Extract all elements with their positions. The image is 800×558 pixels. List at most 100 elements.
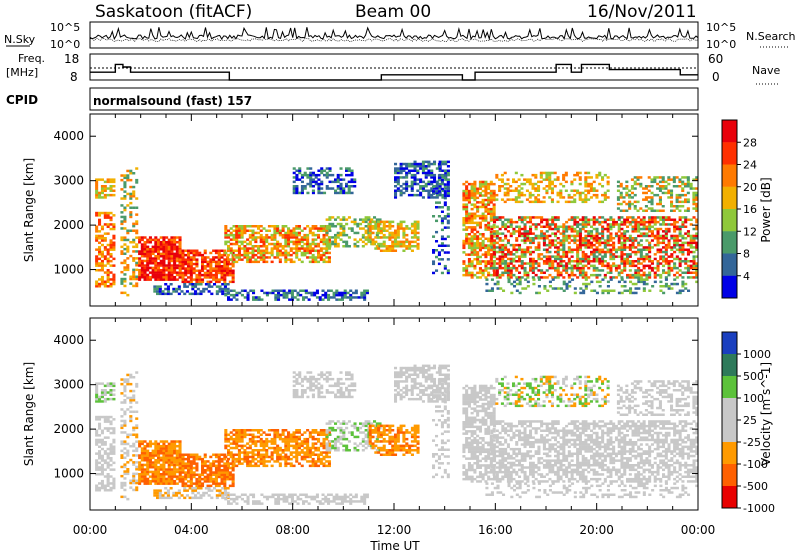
heatmap-cell	[615, 267, 618, 269]
heatmap-cell	[540, 237, 543, 239]
heatmap-cell	[98, 251, 101, 253]
heatmap-cell	[138, 241, 141, 243]
heatmap-cell	[235, 241, 238, 243]
heatmap-cell	[310, 292, 313, 294]
heatmap-cell	[473, 238, 476, 240]
heatmap-cell	[524, 262, 527, 264]
heatmap-cell	[263, 254, 266, 256]
heatmap-cell	[110, 239, 113, 241]
heatmap-cell	[301, 174, 304, 176]
heatmap-cell	[135, 383, 138, 385]
heatmap-cell	[659, 251, 662, 253]
heatmap-cell	[668, 223, 671, 225]
heatmap-cell	[360, 296, 363, 298]
heatmap-cell	[607, 176, 610, 178]
heatmap-cell	[507, 272, 510, 274]
heatmap-cell	[419, 167, 422, 169]
heatmap-cell	[284, 252, 287, 254]
heatmap-cell	[230, 232, 233, 234]
heatmap-cell	[623, 196, 626, 198]
heatmap-cell	[320, 258, 323, 260]
heatmap-cell	[447, 181, 450, 183]
heatmap-cell	[170, 443, 173, 445]
heatmap-cell	[135, 482, 138, 484]
heatmap-cell	[195, 454, 198, 456]
heatmap-cell	[182, 263, 185, 265]
heatmap-cell	[198, 458, 201, 460]
heatmap-cell	[132, 246, 135, 248]
heatmap-cell	[345, 183, 348, 185]
heatmap-cell	[590, 219, 593, 221]
heatmap-cell	[249, 234, 252, 236]
heatmap-cell	[152, 274, 155, 276]
heatmap-cell	[201, 478, 204, 480]
heatmap-cell	[165, 236, 168, 238]
heatmap-cell	[295, 236, 298, 238]
heatmap-cell	[693, 267, 696, 269]
heatmap-cell	[254, 250, 257, 252]
heatmap-cell	[598, 253, 601, 255]
heatmap-cell	[554, 258, 557, 260]
heatmap-cell	[342, 218, 345, 220]
heatmap-cell	[152, 464, 155, 466]
heatmap-cell	[468, 219, 471, 221]
heatmap-cell	[273, 234, 276, 236]
heatmap-cell	[568, 237, 571, 239]
heatmap-cell	[662, 210, 665, 212]
heatmap-cell	[319, 296, 322, 298]
heatmap-cell	[497, 281, 500, 283]
heatmap-cell	[628, 207, 631, 209]
heatmap-cell	[377, 225, 380, 227]
heatmap-cell	[149, 241, 152, 243]
heatmap-cell	[668, 265, 671, 267]
heatmap-cell	[212, 256, 215, 258]
heatmap-cell	[257, 245, 260, 247]
heatmap-cell	[246, 238, 249, 240]
heatmap-cell	[249, 290, 252, 292]
heatmap-cell	[260, 254, 263, 256]
heatmap-cell	[676, 205, 679, 207]
heatmap-cell	[168, 255, 171, 257]
heatmap-cell	[135, 213, 138, 215]
heatmap-cell	[668, 287, 671, 289]
heatmap-cell	[543, 219, 546, 221]
heatmap-cell	[493, 232, 496, 234]
heatmap-cell	[665, 223, 668, 225]
heatmap-cell	[138, 269, 141, 271]
heatmap-cell	[444, 245, 447, 247]
heatmap-cell	[493, 210, 496, 212]
heatmap-cell	[173, 452, 176, 454]
heatmap-cell	[95, 387, 98, 389]
heatmap-cell	[625, 192, 628, 194]
heatmap-cell	[351, 181, 354, 183]
heatmap-cell	[282, 225, 285, 227]
heatmap-cell	[687, 235, 690, 237]
heatmap-cell	[164, 293, 167, 295]
heatmap-cell	[224, 241, 227, 243]
heatmap-cell	[221, 261, 224, 263]
heatmap-cell	[482, 244, 485, 246]
heatmap-cell	[195, 261, 198, 263]
heatmap-cell	[676, 226, 679, 228]
heatmap-cell	[623, 246, 626, 248]
heatmap-cell	[679, 262, 682, 264]
heatmap-cell	[684, 219, 687, 221]
heatmap-cell	[132, 489, 135, 491]
heatmap-cell	[123, 466, 126, 468]
heatmap-cell	[471, 240, 474, 242]
heatmap-cell	[473, 181, 476, 183]
heatmap-cell	[235, 238, 238, 240]
heatmap-cell	[101, 389, 104, 391]
heatmap-cell	[312, 185, 315, 187]
y-tick-label: 2000	[53, 218, 84, 232]
heatmap-cell	[101, 487, 104, 489]
heatmap-cell	[551, 201, 554, 203]
heatmap-cell	[386, 247, 389, 249]
heatmap-cell	[135, 223, 138, 225]
heatmap-cell	[598, 269, 601, 271]
heatmap-cell	[629, 253, 632, 255]
heatmap-cell	[104, 212, 107, 214]
heatmap-cell	[129, 376, 132, 378]
heatmap-cell	[101, 278, 104, 280]
heatmap-cell	[637, 228, 640, 230]
